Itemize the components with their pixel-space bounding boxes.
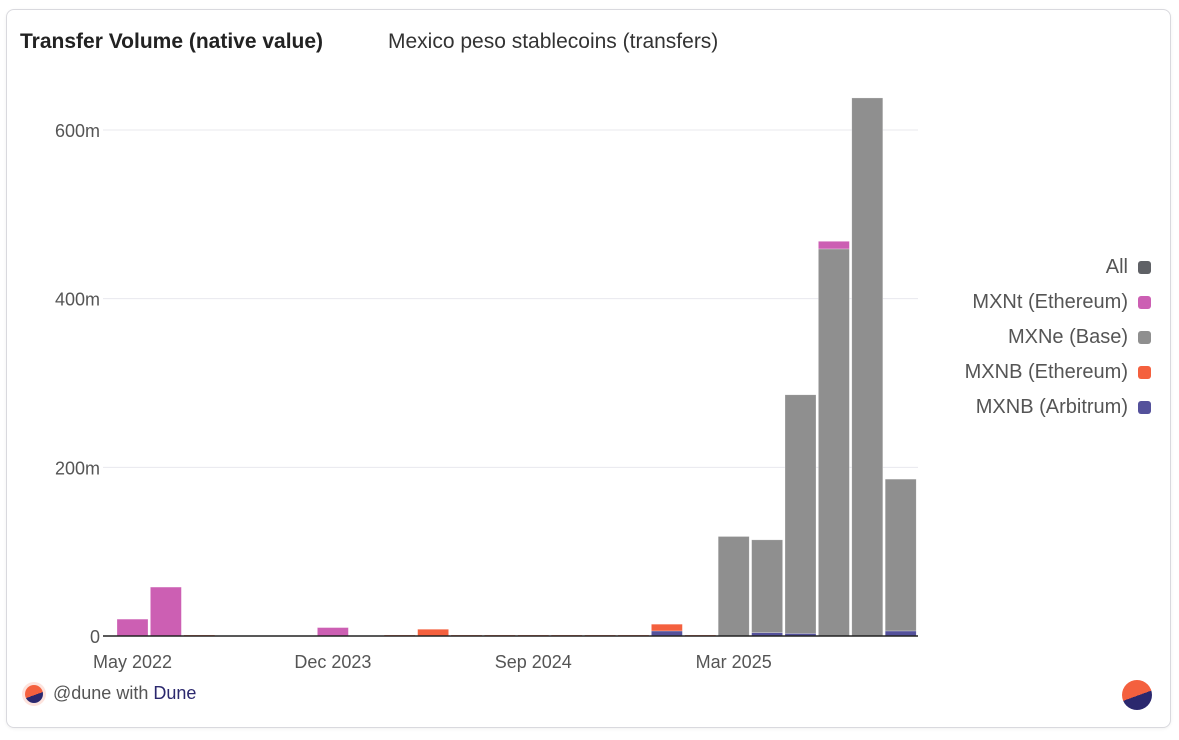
x-tick-label: Dec 2023 [294, 652, 371, 672]
bar-segment [417, 629, 449, 637]
legend-item[interactable]: MXNe (Base) [965, 320, 1151, 355]
bar-segment [317, 627, 349, 637]
legend-swatch-icon [1138, 331, 1151, 344]
legend-item[interactable]: All [965, 250, 1151, 285]
legend-item[interactable]: MXNt (Ethereum) [965, 285, 1151, 320]
bar-segment [818, 241, 850, 250]
legend: All MXNt (Ethereum) MXNe (Base) MXNB (Ether… [965, 250, 1151, 425]
legend-label: All [1105, 256, 1128, 278]
footer-handle: @dune with [53, 683, 149, 703]
bar-segment [116, 618, 149, 637]
y-tick-label: 400m [55, 290, 100, 310]
chart-card [6, 9, 1171, 728]
legend-item[interactable]: MXNB (Arbitrum) [965, 390, 1151, 425]
footer-attribution: @dune with Dune [25, 683, 196, 704]
legend-label: MXNB (Ethereum) [964, 361, 1128, 383]
chart-subtitle: Mexico peso stablecoins (transfers) [388, 30, 719, 53]
footer-brand-link[interactable]: Dune [153, 683, 197, 703]
legend-swatch-icon [1138, 401, 1151, 414]
bar-segment [150, 586, 182, 637]
legend-label: MXNt (Ethereum) [972, 291, 1128, 313]
bar-segment [651, 630, 683, 637]
y-tick-label: 600m [55, 121, 100, 141]
dune-logo-icon [25, 684, 43, 703]
bar-segment [884, 478, 917, 632]
bar-segment [717, 536, 750, 637]
y-tick-label: 200m [55, 458, 100, 478]
dune-logo-icon[interactable] [1122, 680, 1152, 710]
bar-segment [884, 630, 917, 637]
legend-label: MXNB (Arbitrum) [975, 396, 1128, 418]
y-tick-label: 0 [90, 627, 100, 647]
legend-swatch-icon [1138, 261, 1151, 274]
legend-swatch-icon [1138, 366, 1151, 379]
bar-segment [651, 623, 683, 632]
bar-segment [784, 394, 817, 634]
legend-item[interactable]: MXNB (Ethereum) [965, 355, 1151, 390]
legend-label: MXNe (Base) [1007, 326, 1128, 348]
legend-swatch-icon [1138, 296, 1151, 309]
bar-segment [851, 97, 884, 637]
x-tick-label: Mar 2025 [696, 652, 772, 672]
bar-segment [818, 248, 850, 637]
chart-title: Transfer Volume (native value) [20, 30, 324, 53]
x-tick-label: Sep 2024 [495, 652, 572, 672]
bar-segment [751, 539, 783, 633]
x-tick-label: May 2022 [93, 652, 172, 672]
